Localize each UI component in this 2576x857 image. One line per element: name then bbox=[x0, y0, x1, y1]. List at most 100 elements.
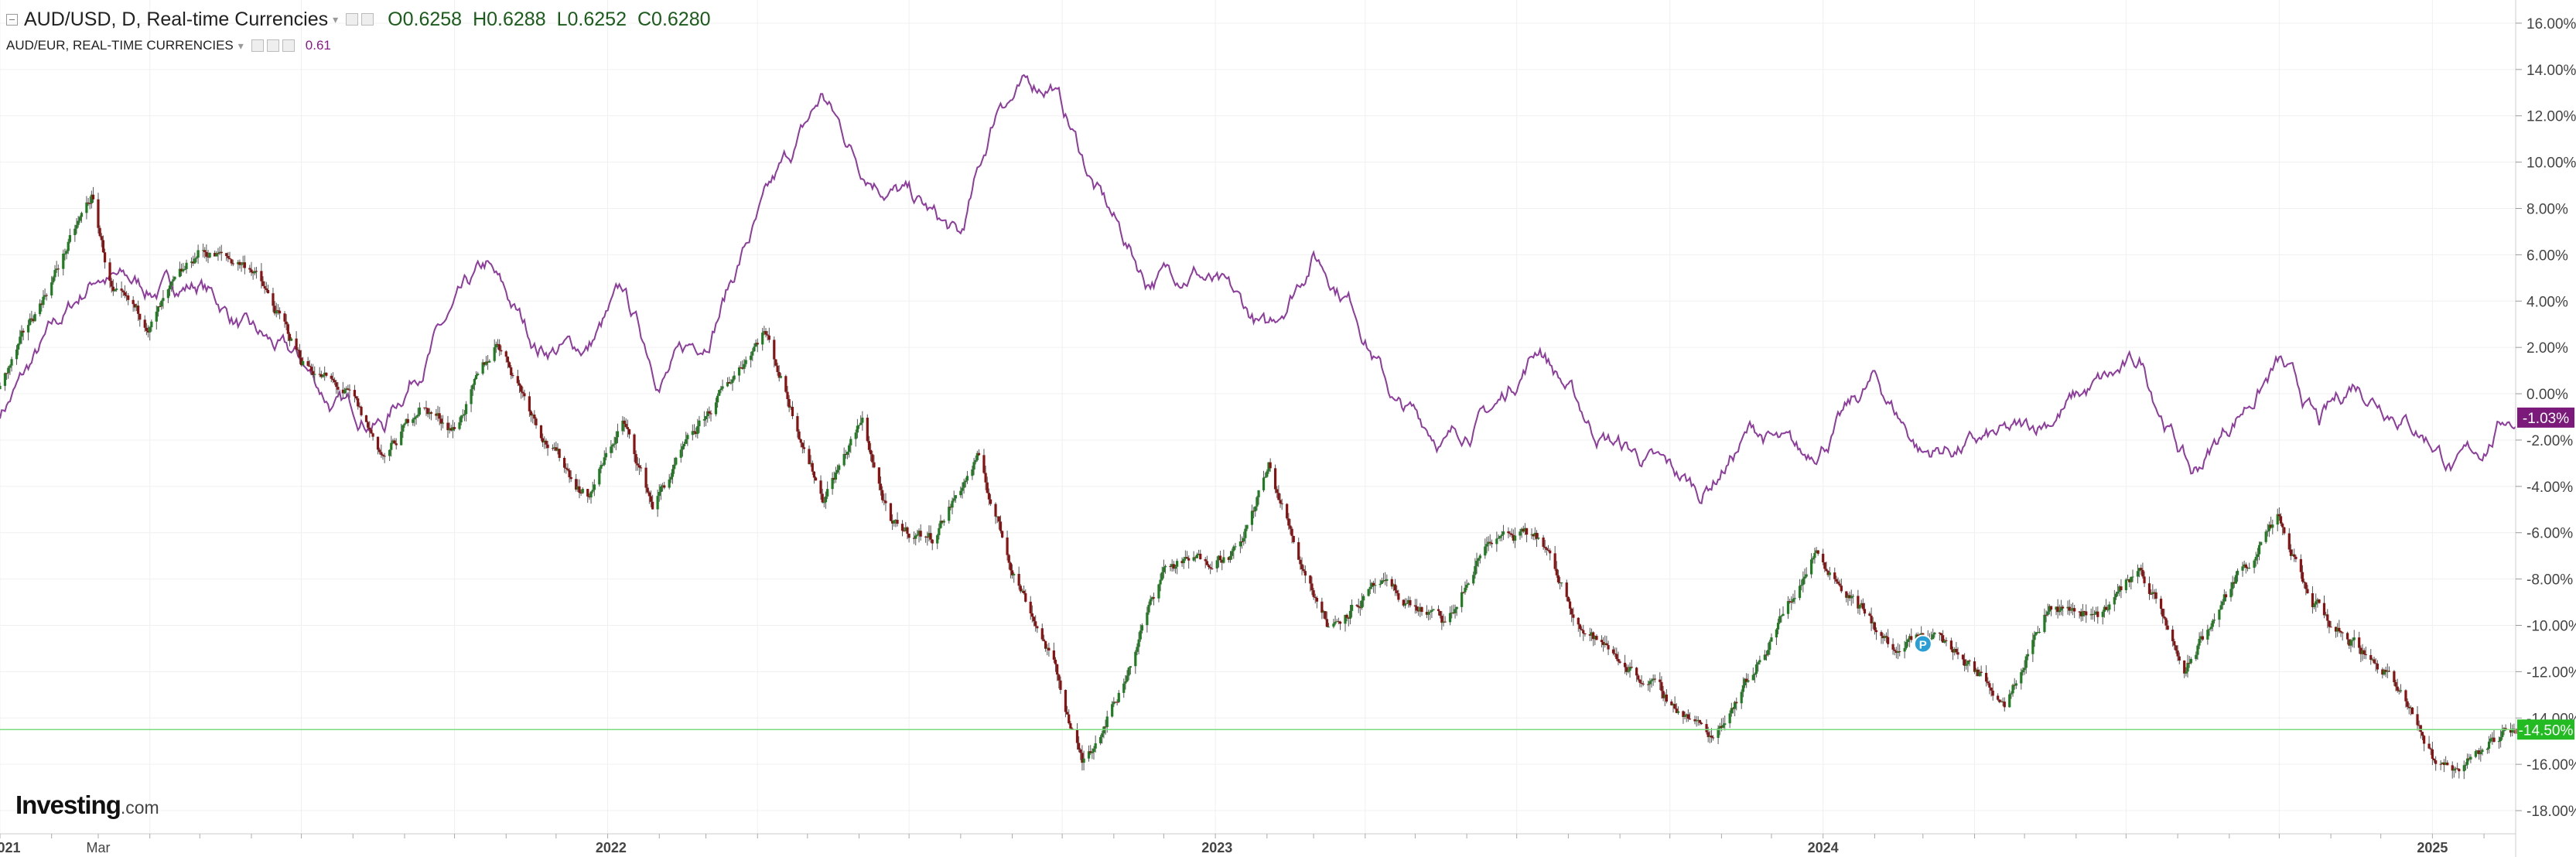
candle-body bbox=[1380, 580, 1383, 584]
candle-body bbox=[1582, 630, 1585, 633]
candle-body bbox=[1939, 633, 1943, 636]
candle-body bbox=[2071, 608, 2075, 610]
candle-body bbox=[1320, 601, 1324, 613]
candle-body bbox=[32, 319, 35, 322]
candle-body bbox=[2120, 586, 2123, 591]
chevron-down-icon[interactable]: ▾ bbox=[333, 12, 339, 26]
candle-body bbox=[904, 527, 907, 531]
candle-body bbox=[1286, 504, 1289, 519]
candle-body bbox=[1420, 606, 1423, 613]
candle-body bbox=[656, 496, 659, 510]
candle-body bbox=[835, 469, 839, 473]
candle-body bbox=[1185, 557, 1189, 558]
candle-body bbox=[506, 357, 510, 363]
candle-body bbox=[1105, 716, 1109, 728]
candle-body bbox=[42, 296, 45, 306]
candle-body bbox=[951, 500, 954, 508]
candle-body bbox=[218, 251, 221, 254]
candle-body bbox=[453, 427, 456, 429]
y-axis[interactable]: 16.00% 14.00% 12.00% 10.00% 8.00% 6.00% 4.00% 2… bbox=[2515, 0, 2576, 857]
candle-body bbox=[319, 374, 323, 377]
candle-body bbox=[2103, 606, 2106, 612]
candle-body bbox=[1267, 462, 1270, 472]
candle-body bbox=[1545, 548, 1549, 550]
settings-icon[interactable] bbox=[346, 13, 359, 26]
candle-body bbox=[283, 313, 286, 322]
candle-body bbox=[535, 418, 538, 425]
candle-body bbox=[364, 415, 368, 422]
collapse-legend-button[interactable] bbox=[6, 13, 18, 26]
main-series-title[interactable]: AUD/USD, D, Real-time Currencies bbox=[24, 8, 329, 30]
candle-body bbox=[127, 295, 130, 300]
candle-body bbox=[1315, 597, 1319, 602]
compare-series-title[interactable]: AUD/EUR, REAL-TIME CURRENCIES bbox=[6, 38, 234, 53]
x-tick-label: 2021 bbox=[0, 840, 20, 855]
candle-body bbox=[1122, 683, 1126, 693]
candle-body bbox=[2034, 632, 2038, 635]
candle-body bbox=[1578, 624, 1582, 630]
candle-body bbox=[686, 435, 689, 439]
candle-body bbox=[2043, 614, 2046, 633]
candle-body bbox=[1092, 748, 1095, 753]
candle-body bbox=[1432, 609, 1435, 610]
settings-icon[interactable] bbox=[251, 39, 264, 52]
y-tick-label: -4.00% bbox=[2526, 480, 2573, 496]
axis-badges: -1.03% -14.50% bbox=[2517, 407, 2574, 740]
candle-body bbox=[403, 423, 406, 425]
candle-body bbox=[1252, 510, 1256, 512]
candle-body bbox=[894, 520, 897, 521]
candle-body bbox=[238, 261, 241, 265]
candle-body bbox=[1174, 566, 1177, 569]
candle-body bbox=[1443, 621, 1447, 623]
candle-body bbox=[77, 220, 80, 225]
candle-body bbox=[335, 382, 338, 388]
candle-body bbox=[203, 250, 207, 252]
candle-body bbox=[172, 279, 175, 282]
candle-body bbox=[2279, 516, 2283, 524]
candle-body bbox=[542, 438, 545, 442]
candle-body bbox=[286, 324, 289, 334]
candle-body bbox=[230, 259, 233, 264]
x-axis[interactable]: 2021 Mar 2022 2023 2024 2025 bbox=[0, 833, 2516, 855]
close-icon[interactable] bbox=[282, 39, 295, 52]
candle-body bbox=[2176, 650, 2179, 657]
candle-body bbox=[1617, 658, 1620, 662]
candle-body bbox=[321, 374, 325, 377]
candle-body bbox=[2143, 576, 2146, 584]
candle-body bbox=[2031, 640, 2034, 654]
candle-body bbox=[1682, 711, 1685, 717]
candle-body bbox=[67, 241, 70, 251]
candle-body bbox=[68, 234, 71, 242]
candle-body bbox=[961, 487, 964, 491]
aud-eur-compare-line bbox=[0, 73, 2516, 504]
candle-body bbox=[1099, 736, 1102, 743]
candle-body bbox=[2479, 752, 2482, 755]
candle-body bbox=[2283, 527, 2286, 534]
candle-body bbox=[1955, 648, 1958, 653]
candle-body bbox=[415, 416, 418, 418]
candle-body bbox=[685, 439, 688, 444]
candle-body bbox=[2326, 614, 2329, 621]
candle-body bbox=[1662, 691, 1665, 698]
candle-body bbox=[507, 362, 511, 367]
candle-body bbox=[1397, 592, 1400, 600]
visibility-icon[interactable] bbox=[266, 39, 279, 52]
candle-body bbox=[822, 502, 825, 504]
candle-body bbox=[546, 444, 549, 449]
candle-body bbox=[779, 376, 782, 378]
candle-body bbox=[1740, 691, 1743, 704]
candle-body bbox=[1745, 678, 1748, 682]
visibility-icon[interactable] bbox=[361, 13, 374, 26]
chevron-down-icon[interactable]: ▾ bbox=[237, 39, 244, 52]
candle-body bbox=[299, 357, 303, 366]
candle-body bbox=[1199, 553, 1202, 560]
y-tick-label: -6.00% bbox=[2526, 526, 2573, 542]
candle-body bbox=[2427, 743, 2431, 749]
candle-body bbox=[1345, 614, 1348, 618]
candle-body bbox=[98, 227, 101, 237]
candle-body bbox=[111, 286, 114, 292]
candle-body bbox=[2451, 765, 2454, 771]
candle-body bbox=[704, 415, 708, 420]
candle-body bbox=[460, 415, 463, 423]
